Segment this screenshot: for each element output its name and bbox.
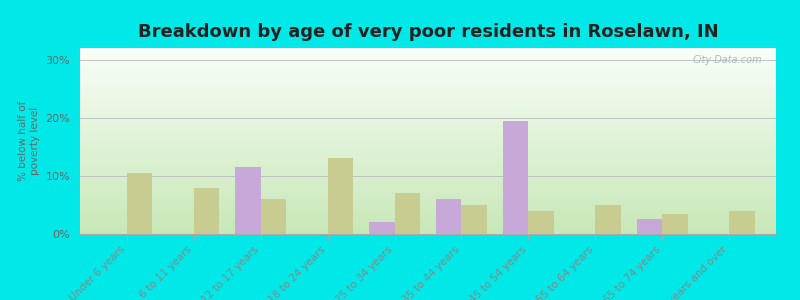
Bar <box>503 121 528 234</box>
Y-axis label: % below half of
poverty level: % below half of poverty level <box>18 101 40 181</box>
Bar <box>462 205 487 234</box>
Bar <box>235 167 261 234</box>
Bar <box>637 220 662 234</box>
Text: City-Data.com: City-Data.com <box>693 56 762 65</box>
Bar <box>729 211 754 234</box>
Bar <box>369 222 394 234</box>
Bar <box>328 158 353 234</box>
Bar <box>595 205 621 234</box>
Bar <box>261 199 286 234</box>
Bar <box>394 193 420 234</box>
Bar <box>436 199 462 234</box>
Bar <box>662 214 688 234</box>
Title: Breakdown by age of very poor residents in Roselawn, IN: Breakdown by age of very poor residents … <box>138 23 718 41</box>
Bar <box>127 173 152 234</box>
Bar <box>194 188 219 234</box>
Bar <box>528 211 554 234</box>
